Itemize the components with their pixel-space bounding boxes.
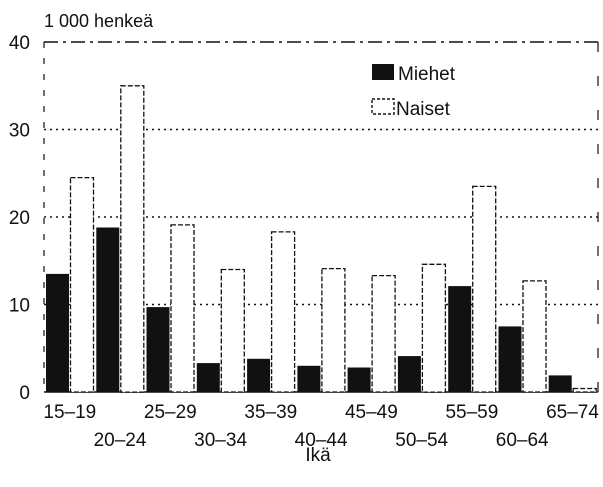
bar-naiset [120,85,145,393]
x-tick-label: 15–19 [43,402,96,423]
legend-swatch-miehet [372,64,394,80]
bar-naiset [371,274,396,393]
bar-naiset [69,176,95,393]
y-tick-label: 20 [9,208,30,229]
bar-miehet [196,363,220,392]
bar-miehet [146,307,170,392]
bar-miehet [498,326,522,392]
bar-miehet [397,356,421,392]
x-tick-label: 35–39 [244,402,297,423]
legend-label-naiset: Naiset [396,99,451,120]
bar-naiset [421,263,447,393]
grid-lines [44,41,598,306]
x-axis-title: Ikä [305,445,331,466]
x-tick-label: 25–29 [144,402,197,423]
x-tick-label: 40–44 [295,430,348,451]
bar-miehet [247,358,271,393]
bar-naiset [220,268,245,393]
bar-naiset [170,224,195,393]
bars [46,85,597,393]
legend-label-miehet: Miehet [398,64,456,85]
y-tick-label: 10 [9,296,30,317]
bar-miehet [347,367,371,392]
y-tick-label: 30 [9,121,30,142]
bar-naiset [572,387,597,393]
bar-naiset [270,231,296,393]
y-tick-label: 40 [9,33,30,54]
x-tick-label: 55–59 [445,402,498,423]
bar-miehet [448,286,472,392]
x-tick-label: 50–54 [395,430,448,451]
x-tick-label: 65–74 [546,402,599,423]
x-tick-label: 60–64 [496,430,549,451]
legend: Miehet Naiset [371,64,456,120]
legend-swatch-naiset [371,98,395,115]
bar-miehet [548,375,572,392]
bar-miehet [297,365,321,393]
x-tick-label: 45–49 [345,402,398,423]
y-unit-label: 1 000 henkeä [44,11,154,31]
bar-naiset [522,280,547,393]
tick-labels: 0 10 20 30 40 15–19 20–24 25–29 30–34 35–39 40–44 4… [9,33,599,451]
bar-naiset [472,185,497,393]
bar-naiset [321,267,346,393]
x-tick-label: 30–34 [194,430,247,451]
x-tick-label: 20–24 [94,430,147,451]
bar-miehet [46,273,69,392]
bar-miehet [96,227,120,392]
y-tick-label: 0 [19,383,30,404]
